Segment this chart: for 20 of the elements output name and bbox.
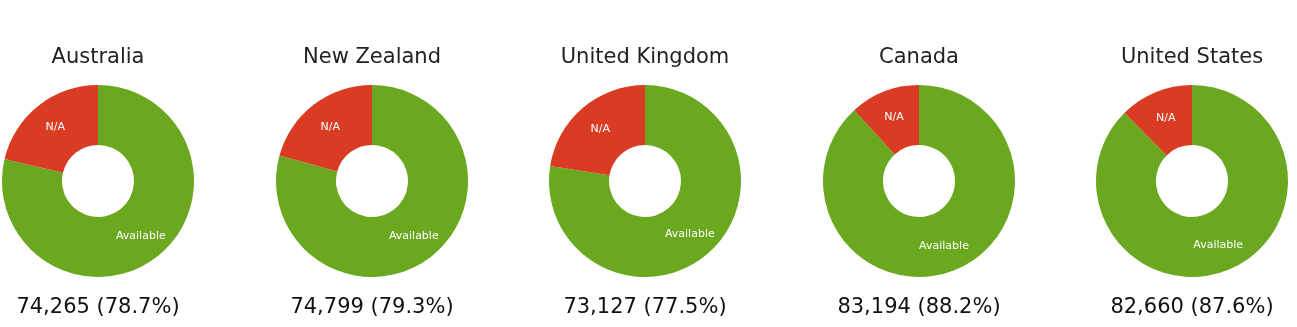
slice-label: N/A	[883, 110, 904, 124]
text: 74,799 (79.3%)	[289, 293, 454, 318]
chart-title: Canada	[878, 43, 959, 68]
slice-label: N/A	[45, 120, 66, 134]
slice-label: N/A	[319, 119, 340, 133]
text: 74,265 (78.7%)	[16, 293, 180, 318]
text: 73,127 (77.5%)	[563, 293, 727, 318]
slice-label: Available	[918, 238, 969, 252]
slice-label: Available	[115, 228, 166, 242]
slice-label: Available	[664, 226, 715, 240]
slice-label: Available	[388, 229, 439, 243]
chart-title: New Zealand	[302, 43, 441, 68]
chart-title: United Kingdom	[560, 43, 730, 68]
chart-title: Australia	[51, 43, 145, 68]
text: 83,194 (88.2%)	[836, 293, 1001, 318]
chart-title: United States	[1120, 43, 1264, 68]
slice-label: N/A	[590, 122, 611, 136]
slice-label: Available	[1193, 238, 1244, 252]
text: 82,660 (87.6%)	[1110, 293, 1274, 318]
slice-label: N/A	[1156, 110, 1176, 124]
